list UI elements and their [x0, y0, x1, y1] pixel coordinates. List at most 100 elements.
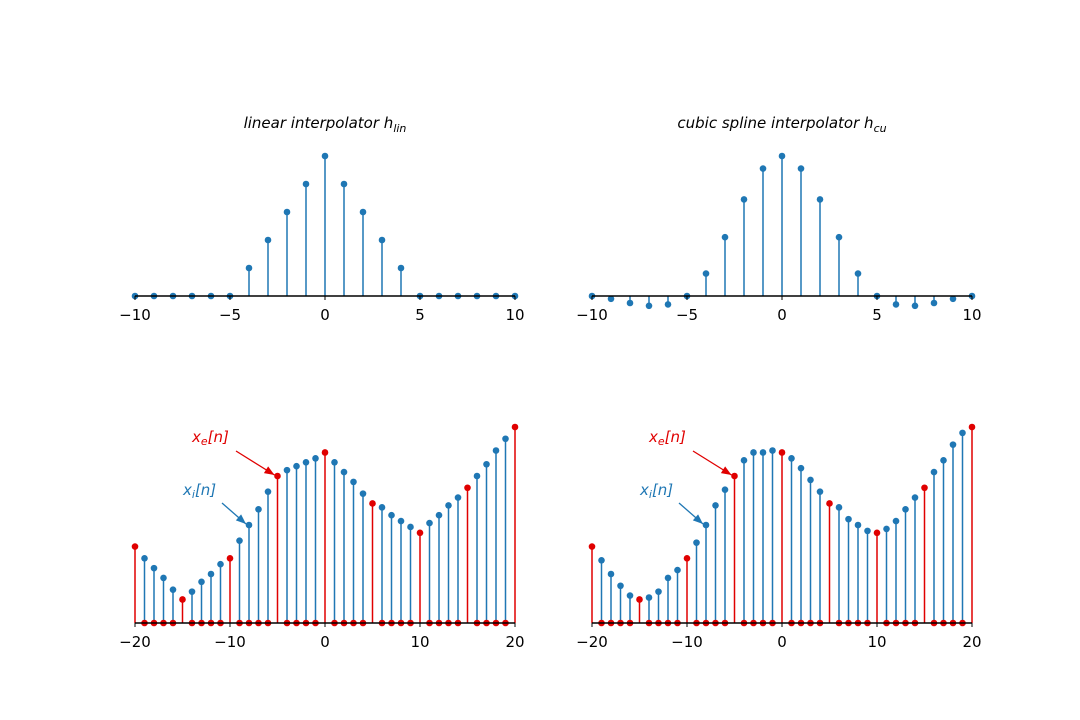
- stem-marker: [179, 596, 186, 603]
- chart-title: cubic spline interpolator hcu: [677, 114, 886, 135]
- stem-marker: [816, 196, 824, 203]
- stem-marker: [835, 504, 843, 511]
- chart-panel-1: linear interpolator hlin −10 −5 0 5 10: [119, 114, 524, 324]
- stem-marker: [892, 301, 900, 308]
- stem-marker: [511, 423, 519, 431]
- stem-marker: [445, 502, 452, 509]
- stem-marker: [788, 455, 795, 462]
- stem-marker: [759, 165, 767, 172]
- x-tick-label: 10: [505, 306, 524, 324]
- x-tick-label: −20: [576, 633, 608, 651]
- stem-marker: [378, 504, 386, 511]
- x-tick-label: 10: [962, 306, 981, 324]
- stem-marker: [321, 152, 329, 160]
- stem-marker: [131, 543, 139, 550]
- series-i: [141, 435, 509, 623]
- stem-marker: [683, 555, 691, 562]
- x-tick-label: 20: [962, 633, 981, 651]
- stem-marker: [778, 449, 786, 456]
- x-tick-label: 20: [505, 633, 524, 651]
- stem-marker: [645, 594, 653, 601]
- x-tick-label: 10: [867, 633, 886, 651]
- stem-marker: [826, 500, 833, 507]
- stem-marker: [188, 588, 196, 595]
- stem-marker: [712, 502, 719, 509]
- stem-series: [131, 152, 519, 300]
- xi-annotation-arrow: [221, 502, 247, 525]
- x-tick-label: 0: [320, 306, 330, 324]
- chart-panel-4: −20 −10 0 10 20 xe[n] xi[n]: [576, 423, 982, 651]
- stem-marker: [141, 555, 148, 562]
- stem-marker: [674, 566, 681, 574]
- stem-marker: [626, 299, 634, 307]
- stem-marker: [968, 423, 976, 431]
- chart-panel-3: −20 −10 0 10 20 xe[n] xi[n]: [119, 423, 525, 651]
- stem-marker: [426, 519, 433, 527]
- stem-marker: [331, 458, 338, 466]
- stem-marker: [664, 574, 672, 582]
- x-tick-label: 0: [777, 306, 787, 324]
- stem-marker: [740, 196, 748, 203]
- stem-marker: [340, 180, 348, 188]
- stem-marker: [198, 578, 205, 586]
- stem-marker: [949, 441, 957, 448]
- stem-marker: [664, 301, 672, 308]
- stem-series: [588, 152, 976, 310]
- stem-marker: [464, 484, 471, 492]
- stem-marker: [759, 449, 767, 456]
- xe-annotation-arrow: [235, 450, 275, 476]
- stem-marker: [702, 521, 710, 529]
- stem-marker: [807, 476, 814, 484]
- stem-marker: [835, 233, 843, 241]
- x-tick-label: −10: [671, 633, 703, 651]
- stem-marker: [797, 165, 805, 172]
- stem-marker: [854, 270, 862, 277]
- stem-marker: [750, 449, 757, 456]
- stem-marker: [321, 449, 329, 456]
- stem-marker: [702, 270, 710, 277]
- stem-marker: [845, 515, 852, 523]
- x-tick-label: −10: [576, 306, 608, 324]
- stem-marker: [388, 511, 395, 519]
- xe-annotation-label: xe[n]: [648, 428, 686, 448]
- stem-marker: [636, 596, 643, 603]
- stem-marker: [731, 472, 738, 480]
- stem-marker: [797, 464, 805, 472]
- stem-marker: [226, 555, 234, 562]
- x-tick-label: −10: [119, 306, 151, 324]
- stem-marker: [598, 556, 605, 564]
- stem-marker: [854, 521, 862, 529]
- series-i: [598, 429, 966, 623]
- stem-marker: [769, 447, 776, 454]
- stem-marker: [340, 468, 348, 476]
- stem-marker: [930, 468, 938, 476]
- stem-marker: [921, 484, 928, 492]
- stem-marker: [740, 457, 748, 464]
- stem-marker: [483, 460, 490, 468]
- x-tick-label: −5: [219, 306, 241, 324]
- stem-marker: [378, 236, 386, 244]
- stem-marker: [435, 511, 443, 519]
- stem-marker: [617, 582, 624, 590]
- x-tick-label: 5: [415, 306, 425, 324]
- stem-marker: [473, 472, 481, 480]
- xi-annotation-arrow: [678, 502, 704, 525]
- stem-marker: [274, 472, 281, 480]
- stem-marker: [169, 586, 177, 593]
- stem-marker: [492, 447, 500, 454]
- stem-marker: [930, 299, 938, 307]
- stem-marker: [264, 488, 272, 495]
- stem-marker: [864, 527, 871, 535]
- stem-marker: [160, 574, 167, 582]
- stem-marker: [607, 295, 615, 303]
- stem-marker: [721, 486, 729, 494]
- stem-marker: [312, 455, 319, 462]
- series-e: [588, 423, 976, 627]
- x-tick-label: −10: [214, 633, 246, 651]
- x-tick-label: 0: [777, 633, 787, 651]
- stem-marker: [693, 539, 700, 546]
- stem-marker: [949, 295, 957, 303]
- stem-marker: [816, 488, 824, 495]
- stem-marker: [245, 521, 253, 529]
